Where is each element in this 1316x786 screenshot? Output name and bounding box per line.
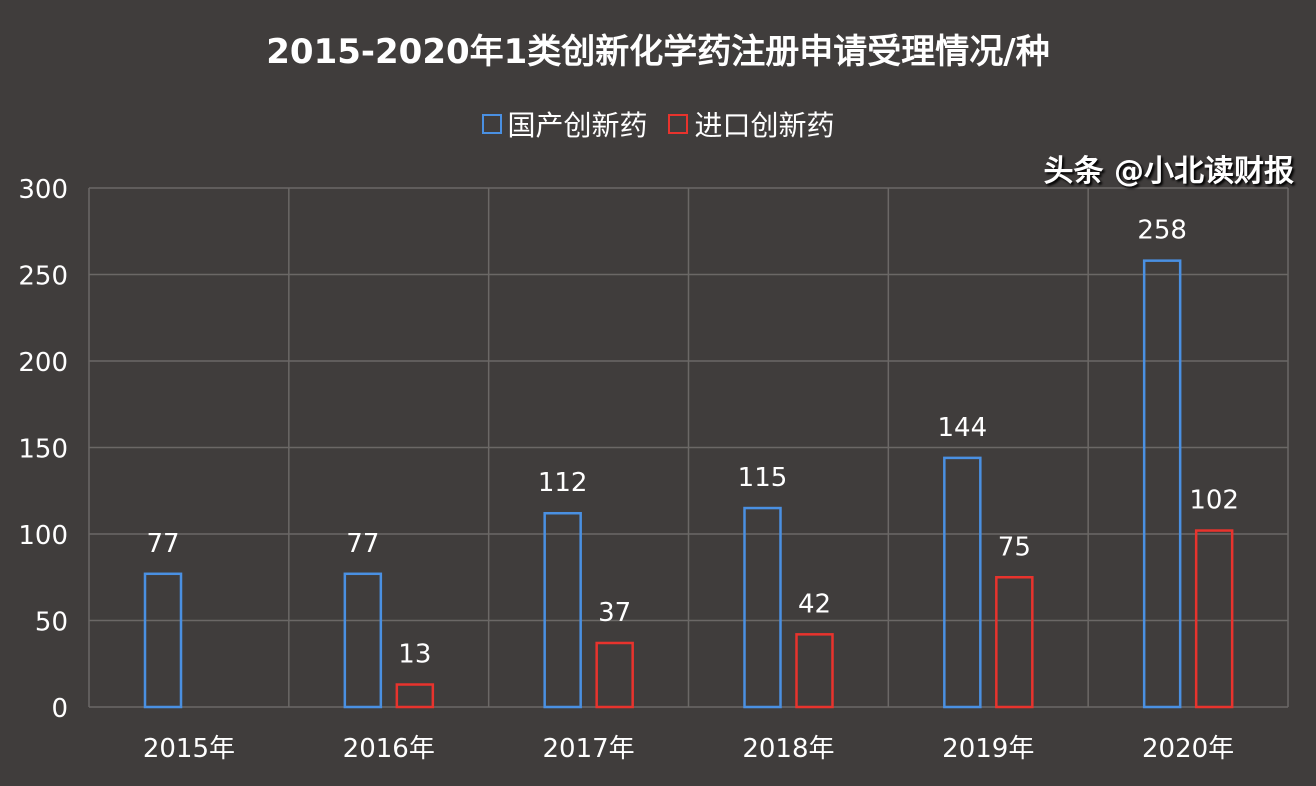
y-tick-label: 0 bbox=[51, 694, 68, 724]
y-tick-label: 300 bbox=[18, 175, 68, 205]
legend-label: 进口创新药 bbox=[694, 109, 835, 142]
y-tick-label: 250 bbox=[18, 262, 68, 292]
y-tick-label: 150 bbox=[18, 435, 68, 465]
legend-swatch bbox=[481, 114, 502, 134]
watermark: 头条 @小北读财报 bbox=[1043, 154, 1294, 189]
bar-domestic bbox=[743, 506, 782, 709]
bar-imported bbox=[795, 633, 834, 709]
bar-domestic bbox=[143, 572, 183, 709]
legend-swatch bbox=[668, 114, 689, 134]
x-tick-label: 2017年 bbox=[542, 734, 634, 764]
bar-domestic bbox=[343, 572, 383, 709]
legend-item-domestic: 国产创新药 bbox=[481, 104, 648, 144]
data-label: 258 bbox=[1137, 216, 1187, 246]
data-label: 144 bbox=[938, 413, 988, 443]
x-tick-label: 2019年 bbox=[942, 734, 1034, 764]
data-label: 13 bbox=[398, 640, 431, 670]
x-tick-label: 2016年 bbox=[343, 734, 435, 764]
data-label: 77 bbox=[146, 529, 179, 559]
bar-imported bbox=[595, 641, 634, 709]
legend-label: 国产创新药 bbox=[507, 109, 648, 142]
bar-imported bbox=[395, 683, 435, 709]
data-label: 77 bbox=[346, 529, 379, 559]
x-tick-label: 2020年 bbox=[1142, 734, 1234, 764]
data-label: 37 bbox=[598, 598, 631, 628]
data-label: 112 bbox=[538, 468, 588, 498]
x-tick-label: 2015年 bbox=[143, 734, 235, 764]
legend-item-imported: 进口创新药 bbox=[668, 104, 834, 144]
y-tick-label: 100 bbox=[18, 521, 68, 551]
y-tick-label: 50 bbox=[35, 608, 68, 638]
y-tick-label: 200 bbox=[18, 348, 68, 378]
bar-domestic bbox=[1142, 259, 1182, 709]
data-label: 42 bbox=[798, 589, 831, 619]
data-label: 115 bbox=[738, 463, 788, 493]
legend: 国产创新药 进口创新药 bbox=[0, 104, 1316, 144]
bar-imported bbox=[1194, 529, 1234, 709]
bar-domestic bbox=[943, 456, 982, 709]
data-label: 102 bbox=[1189, 486, 1239, 516]
data-label: 75 bbox=[998, 532, 1031, 562]
x-tick-label: 2018年 bbox=[742, 734, 834, 764]
bar-domestic bbox=[543, 511, 582, 709]
chart-title: 2015-2020年1类创新化学药注册申请受理情况/种 bbox=[266, 32, 1050, 72]
bar-imported bbox=[995, 576, 1034, 709]
